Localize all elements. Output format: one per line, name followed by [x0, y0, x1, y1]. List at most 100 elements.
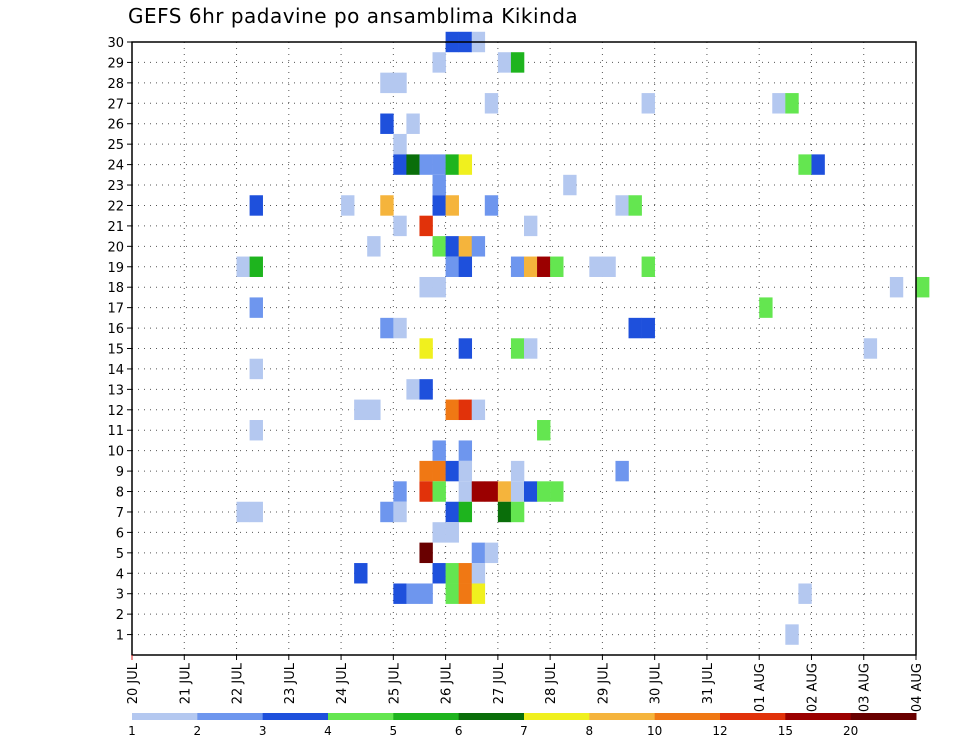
legend-swatch [720, 713, 786, 720]
heatmap-cell [458, 236, 473, 257]
heatmap-cell [798, 583, 812, 604]
y-tick-label: 10 [107, 445, 124, 460]
heatmap-cell [524, 256, 538, 277]
heatmap-cell [445, 583, 459, 604]
heatmap-cell [458, 154, 473, 175]
heatmap-cell [889, 276, 904, 298]
heatmap-cell [458, 399, 473, 421]
y-tick-label: 23 [107, 179, 124, 194]
x-tick-label: 22 JUL [231, 662, 246, 704]
heatmap-cell [445, 154, 459, 175]
heatmap-cell [524, 481, 538, 502]
y-tick-label: 26 [107, 118, 124, 133]
heatmap-cell [393, 215, 407, 237]
legend-swatch [197, 713, 264, 720]
heatmap-cell [510, 256, 525, 277]
heatmap-cell [641, 93, 655, 114]
heatmap-cell [445, 256, 459, 277]
y-tick-label: 21 [107, 220, 124, 235]
y-tick-label: 25 [107, 138, 124, 153]
x-tick-label: 03 AUG [858, 663, 873, 712]
heatmap-cell [471, 583, 486, 604]
y-tick-label: 3 [116, 588, 124, 603]
heatmap-cell [432, 236, 446, 257]
heatmap-cell [471, 399, 486, 421]
heatmap-cell [484, 195, 499, 216]
heatmap-cell [236, 501, 250, 523]
heatmap-cell [432, 276, 446, 298]
heatmap-cell [406, 379, 420, 400]
heatmap-cell [367, 236, 381, 257]
heatmap-cell [589, 256, 603, 277]
legend-label: 3 [259, 724, 267, 738]
heatmap-cell [341, 195, 355, 216]
x-tick-label: 01 AUG [753, 663, 768, 712]
heatmap-cell [367, 399, 381, 421]
legend-label: 8 [586, 724, 594, 738]
heatmap-cell [510, 501, 525, 523]
heatmap-cell [393, 72, 407, 94]
legend-label: 7 [520, 724, 528, 738]
heatmap-cell [380, 195, 394, 216]
heatmap-cell [419, 379, 433, 400]
heatmap-cell [380, 501, 394, 523]
legend-swatch [328, 713, 394, 720]
x-tick-label: 26 JUL [440, 662, 455, 704]
heatmap-cell [458, 440, 473, 461]
heatmap-cell [419, 338, 433, 359]
x-tick-label: 23 JUL [283, 662, 298, 704]
heatmap-cell [615, 195, 629, 216]
x-tick-label: 30 JUL [649, 662, 664, 704]
heatmap-cell [628, 195, 642, 216]
legend-label: 6 [455, 724, 463, 738]
heatmap-cell [432, 460, 446, 482]
heatmap-cell [497, 52, 512, 73]
heatmap-cell [432, 563, 446, 584]
legend-swatch [589, 713, 656, 720]
heatmap-cell [798, 154, 812, 175]
heatmap-cell [432, 174, 446, 196]
heatmap-cell [458, 563, 473, 584]
heatmap-cell [432, 52, 446, 73]
heatmap-cell [785, 624, 799, 645]
y-tick-label: 7 [116, 506, 124, 521]
y-tick-label: 11 [107, 424, 124, 439]
heatmap-cell [484, 542, 499, 564]
heatmap-cell [628, 317, 642, 339]
x-tick-label: 20 JUL [126, 662, 141, 704]
heatmap-cell [785, 93, 799, 114]
heatmap-cell [393, 133, 407, 155]
legend-swatch [524, 713, 590, 720]
x-tick-label: 21 JUL [178, 662, 193, 704]
x-tick-label: 25 JUL [387, 662, 402, 704]
heatmap-cell [458, 501, 473, 523]
y-tick-label: 24 [107, 159, 124, 174]
heatmap-cell [432, 154, 446, 175]
y-tick-label: 12 [107, 404, 124, 419]
y-tick-label: 19 [107, 261, 124, 276]
legend-swatch [654, 713, 721, 720]
chart-title: GEFS 6hr padavine po ansamblima Kikinda [128, 4, 579, 28]
x-tick-label: 02 AUG [805, 663, 820, 712]
y-tick-label: 8 [116, 486, 124, 501]
y-tick-label: 1 [116, 629, 124, 644]
y-tick-label: 16 [107, 322, 124, 337]
heatmap-cell [419, 460, 433, 482]
heatmap-cell [510, 460, 525, 482]
y-tick-label: 9 [116, 465, 124, 480]
heatmap-cell [249, 420, 263, 441]
y-tick-label: 4 [116, 567, 124, 582]
heatmap-cells [236, 31, 930, 645]
x-tick-label: 28 JUL [544, 662, 559, 704]
heatmap-cell [537, 256, 551, 277]
heatmap-cell [641, 317, 655, 339]
heatmap-cell [445, 563, 459, 584]
heatmap-cell [510, 338, 525, 359]
legend-label: 1 [128, 724, 136, 738]
legend-swatch [393, 713, 460, 720]
y-tick-label: 27 [107, 97, 124, 112]
x-tick-label: 27 JUL [492, 662, 507, 704]
x-tick-label: 04 AUG [910, 663, 925, 712]
heatmap-cell [445, 460, 459, 482]
